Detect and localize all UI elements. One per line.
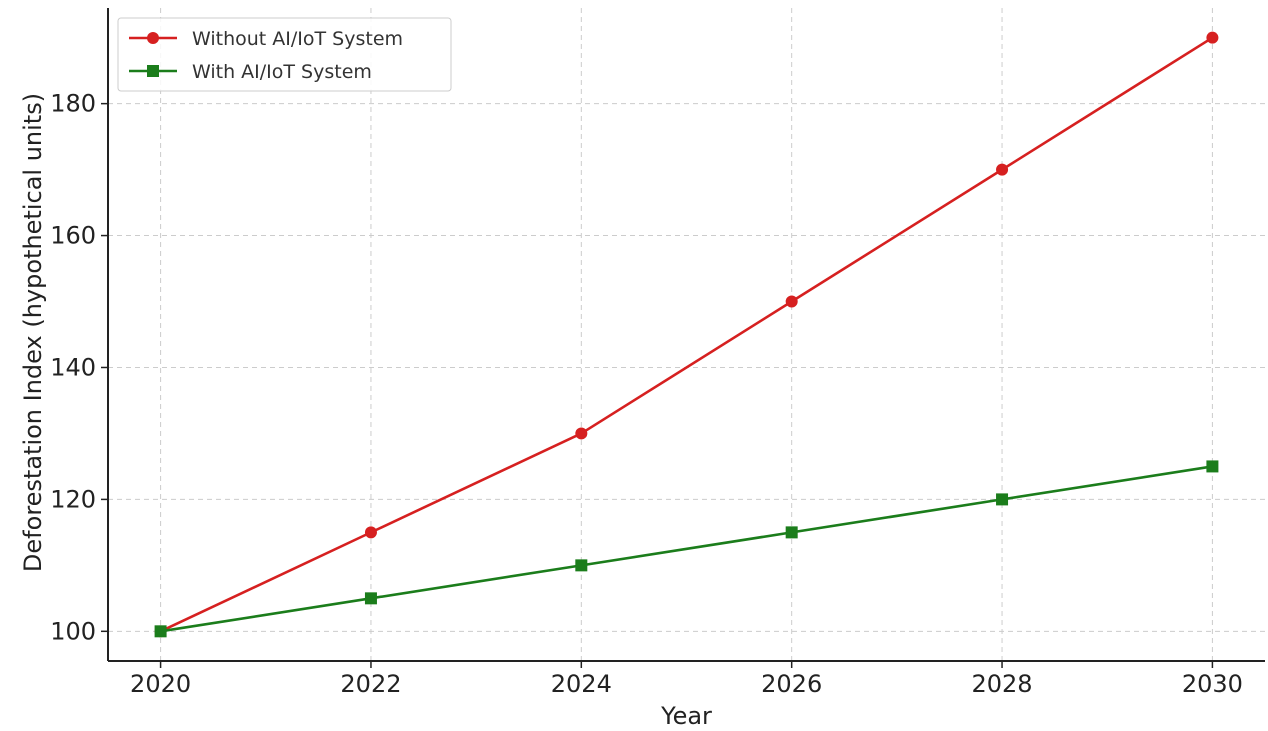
legend-box	[117, 17, 452, 92]
data-point	[1206, 460, 1219, 473]
legend: Without AI/IoT System With AI/IoT System	[117, 17, 452, 92]
y-tick-label: 120	[50, 485, 96, 513]
y-tick-label: 140	[50, 353, 96, 381]
legend-label: Without AI/IoT System	[192, 28, 403, 50]
legend-marker	[147, 65, 159, 77]
y-tick-label: 160	[50, 222, 96, 250]
data-point	[996, 163, 1009, 176]
y-axis-label: Deforestation Index (hypothetical units)	[19, 93, 47, 572]
data-point	[996, 493, 1009, 506]
series-layer	[154, 31, 1219, 638]
x-tick-label: 2028	[972, 670, 1033, 698]
legend-entry: With AI/IoT System	[129, 61, 372, 83]
legend-entry: Without AI/IoT System	[129, 28, 403, 50]
y-tick-label: 100	[50, 617, 96, 645]
data-point	[785, 526, 798, 539]
legend-label: With AI/IoT System	[192, 61, 372, 83]
data-point	[575, 427, 588, 440]
data-point	[364, 526, 377, 539]
x-tick-label: 2022	[340, 670, 401, 698]
data-point	[785, 295, 798, 308]
series-2	[154, 460, 1219, 638]
x-tick-label: 2020	[130, 670, 191, 698]
y-tick-label: 180	[50, 90, 96, 118]
x-tick-label: 2030	[1182, 670, 1243, 698]
x-axis-label: Year	[660, 702, 712, 730]
data-point	[364, 592, 377, 605]
axes	[101, 8, 1265, 668]
data-point	[154, 625, 167, 638]
x-tick-label: 2026	[761, 670, 822, 698]
x-tick-label: 2024	[551, 670, 612, 698]
series-line	[160, 465, 1213, 633]
data-point	[1206, 31, 1219, 44]
data-point	[575, 559, 588, 572]
series-line	[160, 36, 1214, 633]
legend-marker	[147, 32, 159, 44]
tick-labels: 2020 2022 2024 2026 2028 2030 100 120 140 160 180	[50, 90, 1243, 698]
